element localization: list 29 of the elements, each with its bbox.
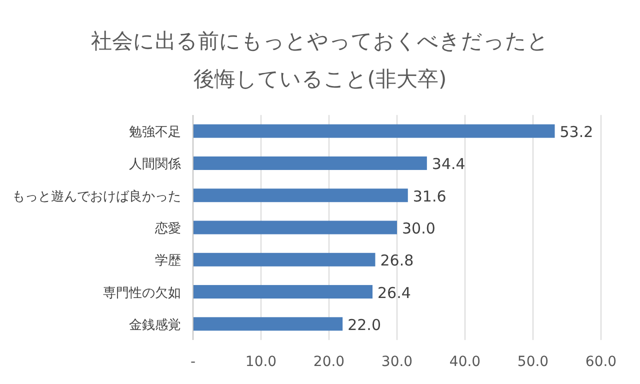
data-label: 22.0 bbox=[348, 316, 382, 334]
bar bbox=[193, 124, 555, 138]
y-tick-label: もっと遊んでおけば良かった bbox=[12, 189, 181, 204]
y-tick-label: 勉強不足 bbox=[129, 125, 181, 140]
x-tick-label: 60.0 bbox=[585, 354, 617, 370]
x-tick-label: 30.0 bbox=[381, 354, 413, 370]
bar bbox=[193, 156, 427, 170]
y-tick-label: 恋愛 bbox=[154, 220, 181, 236]
y-tick-label: 専門性の欠如 bbox=[103, 286, 181, 301]
y-tick-label: 金銭感覚 bbox=[129, 318, 181, 333]
x-tick-label: - bbox=[190, 354, 196, 370]
data-label: 30.0 bbox=[402, 220, 436, 238]
bar bbox=[193, 252, 376, 266]
x-tick-label: 50.0 bbox=[517, 354, 549, 370]
data-label: 26.8 bbox=[380, 252, 414, 270]
data-label: 26.4 bbox=[378, 284, 411, 302]
y-tick-label: 人間関係 bbox=[129, 157, 181, 172]
bar bbox=[193, 220, 397, 234]
data-label: 31.6 bbox=[412, 187, 446, 206]
x-tick-label: 10.0 bbox=[245, 354, 277, 370]
bar bbox=[193, 317, 343, 331]
y-tick-label: 学歴 bbox=[155, 254, 181, 269]
data-label: 53.2 bbox=[560, 123, 594, 142]
bar bbox=[193, 285, 373, 299]
x-tick-label: 20.0 bbox=[313, 354, 345, 370]
x-tick-label: 40.0 bbox=[449, 354, 481, 370]
chart-title: 社会に出る前にもっとやっておくべきだったと後悔していること(非大卒) bbox=[91, 29, 549, 91]
bar bbox=[193, 188, 408, 202]
data-label: 34.4 bbox=[432, 155, 466, 174]
